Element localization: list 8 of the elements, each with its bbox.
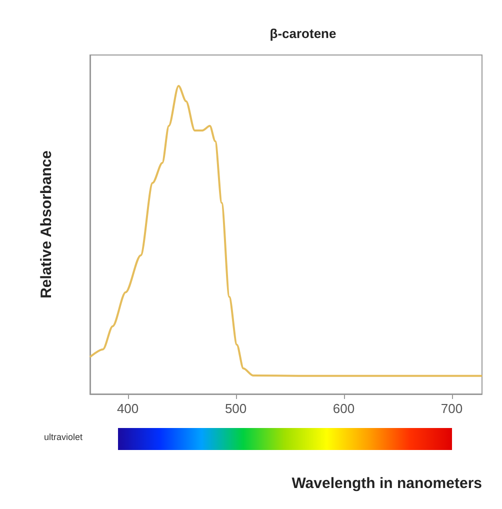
x-tick-label: 500 — [224, 401, 247, 416]
chart-title: β-carotene — [270, 26, 336, 41]
x-axis-title: Wavelength in nanometers — [292, 475, 482, 492]
x-tick-label: 600 — [332, 401, 355, 416]
x-tick-label: 700 — [440, 401, 463, 416]
ultraviolet-label: ultraviolet — [44, 432, 83, 442]
y-axis-title: Relative Absorbance — [38, 150, 55, 298]
x-tick-label: 400 — [116, 401, 139, 416]
